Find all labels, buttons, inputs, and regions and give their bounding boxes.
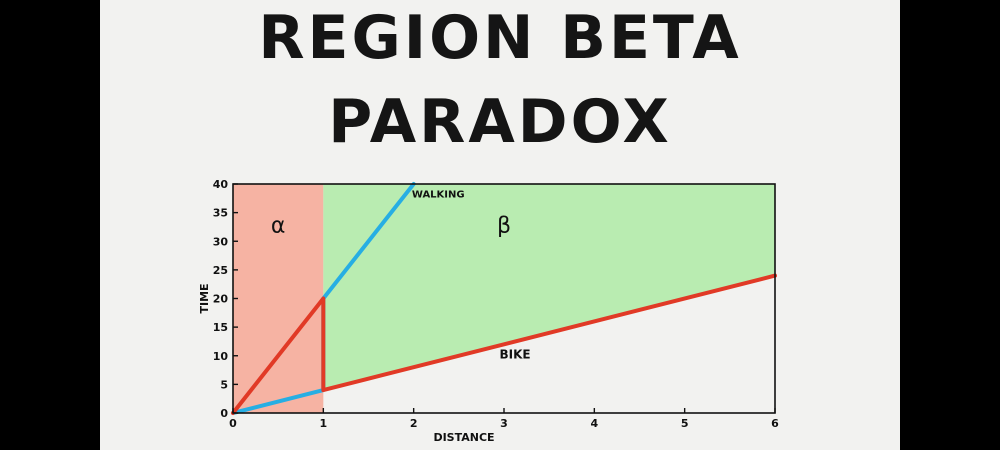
axes-layer: [232, 183, 776, 414]
y-tick-label: 20: [213, 293, 229, 306]
y-tick-label: 35: [213, 207, 228, 220]
series-label-walking: WALKING: [412, 190, 465, 201]
region-alpha: [233, 184, 324, 413]
x-axis-label: DISTANCE: [433, 431, 494, 444]
x-tick-label: 4: [591, 417, 599, 430]
y-tick-label: 30: [213, 235, 229, 248]
series-label-bike: BIKE: [499, 348, 530, 362]
y-tick-label: 25: [213, 264, 228, 277]
title-line-1: REGION BETA: [258, 3, 742, 73]
series-layer: [231, 182, 777, 415]
x-tick-label: 2: [410, 417, 418, 430]
y-tick-label: 10: [213, 350, 229, 363]
y-tick-label: 40: [213, 178, 229, 191]
y-tick-label: 5: [220, 378, 228, 391]
y-tick-label: 0: [220, 407, 228, 420]
x-tick-label: 1: [320, 417, 328, 430]
region-beta: [323, 184, 775, 391]
series-line-bike: [231, 273, 777, 415]
y-tick-label: 15: [213, 321, 228, 334]
x-tick-label: 3: [500, 417, 508, 430]
x-tick-label: 6: [771, 417, 779, 430]
chart: 0 1 2 3 4 5 6 0 5 10 15 20 25 30 35 40 DISTANCE TIME α β WAL…: [198, 178, 779, 444]
labels-layer: 0 1 2 3 4 5 6 0 5 10 15 20 25 30 35 40 DISTANCE TIME α β WAL…: [198, 178, 779, 444]
region-beta-label: β: [497, 214, 511, 239]
regions-layer: [233, 184, 775, 413]
y-axis-label: TIME: [198, 283, 211, 313]
x-tick-label: 0: [229, 417, 237, 430]
title-line-2: PARADOX: [328, 87, 672, 157]
slide: REGION BETA PARADOX 0 1 2 3 4 5 6 0 5 10 15 20 25 30 3…: [100, 0, 900, 450]
region-alpha-label: α: [271, 214, 286, 239]
x-tick-label: 5: [681, 417, 689, 430]
